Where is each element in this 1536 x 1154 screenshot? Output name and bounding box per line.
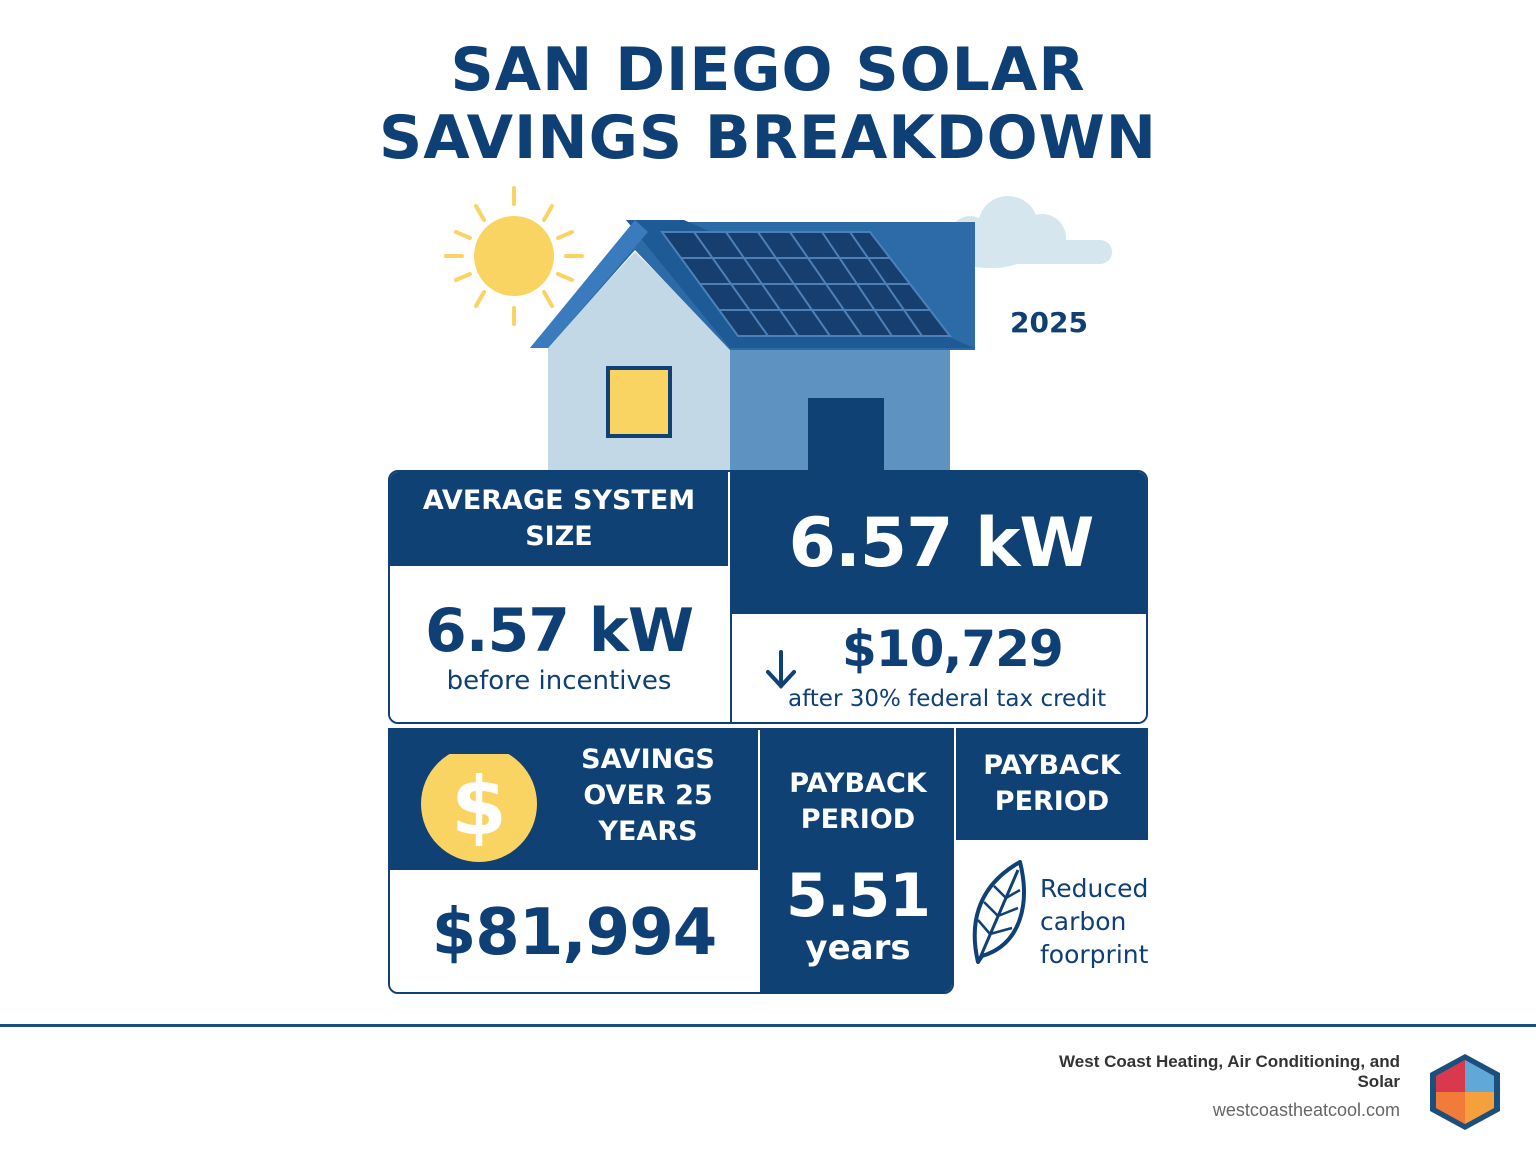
solar-panels-icon <box>660 231 953 337</box>
payback-header: PAYBACK PERIOD <box>760 766 952 838</box>
payback-value-box: 5.51 years <box>760 861 952 968</box>
card-divider <box>730 472 732 722</box>
payback-header-secondary: PAYBACK PERIOD <box>956 728 1148 840</box>
before-incentives-caption: before incentives <box>446 666 672 696</box>
payback-header-line2: PERIOD <box>800 804 916 835</box>
savings-header-line2: OVER 25 <box>583 780 713 811</box>
system-size-highlight: 6.57 kW <box>732 472 1146 614</box>
house-illustration <box>444 186 1112 472</box>
savings-value: $81,994 <box>431 896 717 970</box>
savings-card: $ SAVINGS OVER 25 YEARS $81,994 PAYBACK … <box>388 728 954 994</box>
savings-header-line1: SAVINGS <box>581 744 715 775</box>
leaf-icon <box>972 860 1026 964</box>
savings-header: $ SAVINGS OVER 25 YEARS <box>390 730 758 870</box>
payback2-header-line1: PAYBACK <box>983 750 1121 781</box>
system-size-header-text: AVERAGE SYSTEM SIZE <box>422 485 696 552</box>
payback-unit: years <box>805 928 911 968</box>
payback-header-line1: PAYBACK <box>789 768 927 799</box>
carbon-line3: foorprint <box>1040 940 1149 969</box>
savings-header-text: SAVINGS OVER 25 YEARS <box>558 742 738 850</box>
hexagon-logo-icon <box>1430 1054 1500 1130</box>
footer-divider <box>0 1024 1536 1027</box>
dollar-coin-icon: $ <box>421 754 537 862</box>
cost-value: $10,729 <box>842 620 1064 678</box>
carbon-text: Reduced carbon foorprint <box>1040 872 1148 971</box>
savings-header-line3: YEARS <box>598 816 698 847</box>
svg-text:$: $ <box>451 760 507 853</box>
payback-card: PAYBACK PERIOD 5.51 years <box>760 730 952 992</box>
company-url[interactable]: westcoastheatcool.com <box>1212 1100 1400 1120</box>
year-label: 2025 <box>1010 306 1088 339</box>
page-title-line1: SAN DIEGO SOLAR <box>450 35 1086 105</box>
system-size-value-large: 6.57 kW <box>788 503 1095 583</box>
sun-icon <box>444 186 584 326</box>
payback2-header-line2: PERIOD <box>994 786 1110 817</box>
company-name-line2: Solar <box>1357 1072 1400 1091</box>
carbon-line1: Reduced <box>1040 874 1149 903</box>
system-size-before: 6.57 kW before incentives <box>390 566 728 722</box>
system-size-value: 6.57 kW <box>424 596 694 666</box>
cost-after-credit: $10,729 after 30% federal tax credit <box>732 614 1146 722</box>
arrow-down-icon <box>766 650 796 689</box>
company-name: West Coast Heating, Air Conditioning, an… <box>1000 1052 1400 1092</box>
company-name-line1: West Coast Heating, Air Conditioning, an… <box>1059 1052 1400 1071</box>
payback-value: 5.51 <box>785 861 931 931</box>
savings-value-box: $81,994 <box>390 870 758 992</box>
cost-caption: after 30% federal tax credit <box>788 686 1107 712</box>
carbon-line2: carbon <box>1040 907 1127 936</box>
system-size-header: AVERAGE SYSTEM SIZE <box>390 472 728 566</box>
system-size-card: AVERAGE SYSTEM SIZE 6.57 kW 6.57 kW befo… <box>388 470 1148 724</box>
page-title-line2: SAVINGS BREAKDOWN <box>379 103 1157 173</box>
